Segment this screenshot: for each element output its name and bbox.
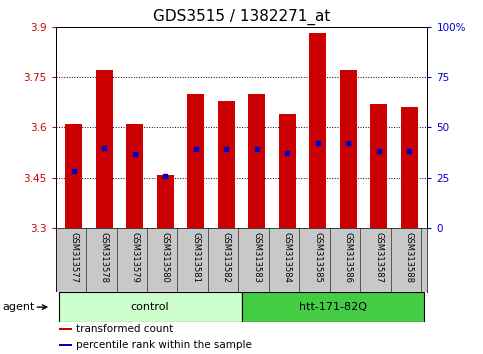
Bar [370, 104, 387, 228]
Bar [58, 292, 242, 322]
Bar [96, 70, 113, 228]
Text: control: control [131, 302, 170, 312]
Bar [401, 107, 417, 228]
Bar [59, 344, 72, 346]
Text: GSM313586: GSM313586 [344, 232, 353, 282]
Text: GSM313580: GSM313580 [161, 232, 170, 282]
Bar [59, 328, 72, 330]
Text: GDS3515 / 1382271_at: GDS3515 / 1382271_at [153, 9, 330, 25]
Bar [279, 114, 296, 228]
Text: GSM313581: GSM313581 [191, 232, 200, 282]
Text: transformed count: transformed count [76, 324, 173, 334]
Bar [157, 175, 174, 228]
Text: GSM313582: GSM313582 [222, 232, 231, 282]
Bar [127, 124, 143, 228]
Text: GSM313584: GSM313584 [283, 232, 292, 282]
Bar [309, 33, 326, 228]
Text: agent: agent [3, 302, 35, 312]
Text: GSM313587: GSM313587 [374, 232, 383, 282]
Text: GSM313588: GSM313588 [405, 232, 413, 282]
Bar [218, 101, 235, 228]
Text: GSM313585: GSM313585 [313, 232, 322, 282]
Text: GSM313577: GSM313577 [70, 232, 78, 282]
Text: GSM313583: GSM313583 [252, 232, 261, 282]
Text: htt-171-82Q: htt-171-82Q [299, 302, 367, 312]
Text: percentile rank within the sample: percentile rank within the sample [76, 340, 252, 350]
Bar [340, 70, 356, 228]
Bar [248, 94, 265, 228]
Text: GSM313578: GSM313578 [100, 232, 109, 282]
Bar [242, 292, 425, 322]
Text: GSM313579: GSM313579 [130, 232, 139, 282]
Bar [187, 94, 204, 228]
Bar [66, 124, 82, 228]
